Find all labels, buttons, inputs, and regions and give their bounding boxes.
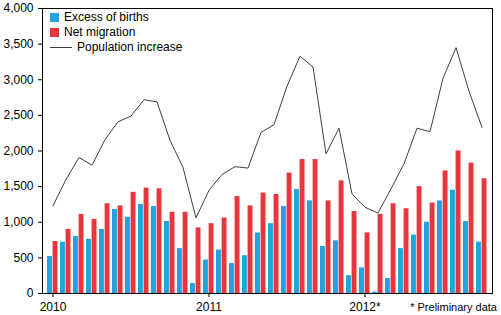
svg-text:0: 0 <box>27 286 34 300</box>
svg-text:3,000: 3,000 <box>3 73 33 87</box>
html-text:* Preliminary data: * Preliminary data <box>410 301 497 313</box>
svg-text:500: 500 <box>13 251 33 265</box>
svg-text:2,500: 2,500 <box>3 108 33 122</box>
svg-text:2010: 2010 <box>40 300 67 314</box>
svg-text:2011: 2011 <box>196 300 222 314</box>
svg-text:1,500: 1,500 <box>3 179 33 193</box>
html-text:Excess of births: Excess of births <box>64 10 149 24</box>
svg-text:2012*: 2012* <box>349 300 381 314</box>
html-text:Net migration: Net migration <box>64 25 136 39</box>
svg-text:4,000: 4,000 <box>3 1 33 15</box>
svg-text:3,500: 3,500 <box>3 37 33 51</box>
svg-text:2,000: 2,000 <box>3 144 33 158</box>
html-text:Population increase: Population increase <box>77 40 183 54</box>
svg-text:1,000: 1,000 <box>3 215 33 229</box>
